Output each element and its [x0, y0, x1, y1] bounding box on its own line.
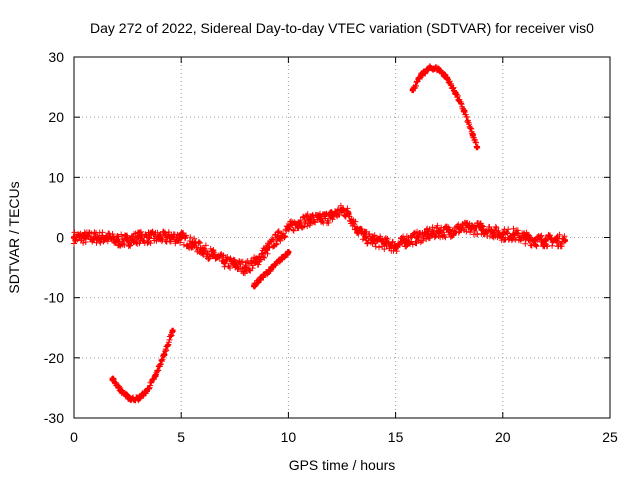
- data-point: [392, 243, 399, 250]
- data-point: [146, 234, 153, 241]
- x-axis-label: GPS time / hours: [289, 457, 396, 473]
- data-point: [478, 225, 485, 232]
- chart-title: Day 272 of 2022, Sidereal Day-to-day VTE…: [90, 20, 594, 36]
- series-lower-arc: [109, 327, 176, 404]
- data-point: [456, 225, 463, 232]
- data-point: [135, 395, 142, 402]
- y-tick-label: -10: [44, 290, 64, 306]
- data-point: [109, 375, 116, 382]
- data-point: [561, 237, 568, 244]
- data-point: [231, 261, 238, 268]
- data-point: [274, 234, 281, 241]
- data-point: [381, 240, 388, 247]
- y-axis-label: SDTVAR / TECUs: [6, 181, 22, 293]
- data-point: [446, 228, 453, 235]
- grid: [74, 57, 610, 418]
- data-point: [435, 228, 442, 235]
- data-point: [221, 258, 228, 265]
- data-marks: [71, 63, 568, 404]
- series-segment-8-5-10-h: [251, 248, 292, 290]
- data-point: [317, 216, 324, 223]
- data-point: [306, 216, 313, 223]
- data-point: [339, 207, 345, 214]
- data-point: [285, 225, 292, 232]
- data-point: [469, 132, 476, 139]
- y-tick-label: -20: [44, 350, 64, 366]
- data-point: [371, 237, 378, 244]
- data-point: [156, 234, 163, 241]
- data-point: [259, 273, 266, 280]
- series-main-trace: [71, 202, 568, 277]
- data-point: [542, 237, 549, 244]
- ticks: 0 5 10 15 20 25 -30 -20 -10 0 10 20 30: [44, 49, 618, 445]
- data-point: [242, 264, 249, 271]
- data-point: [199, 246, 206, 253]
- data-point: [188, 240, 195, 247]
- data-point: [113, 237, 120, 244]
- data-point: [167, 234, 174, 241]
- y-tick-label: 30: [48, 49, 64, 65]
- data-point: [124, 237, 131, 244]
- data-point: [169, 327, 176, 334]
- data-point: [268, 265, 275, 272]
- data-point: [424, 231, 431, 238]
- data-point: [403, 237, 410, 244]
- data-point: [499, 231, 506, 238]
- data-point: [118, 387, 125, 394]
- data-point: [143, 387, 150, 394]
- data-point: [152, 372, 159, 379]
- y-tick-label: -30: [44, 410, 64, 426]
- data-point: [531, 237, 538, 244]
- data-point: [474, 144, 481, 151]
- data-point: [296, 219, 303, 226]
- y-tick-label: 0: [56, 230, 64, 246]
- data-point: [553, 237, 560, 244]
- data-point: [467, 225, 474, 232]
- data-point: [426, 64, 433, 71]
- data-point: [161, 351, 168, 358]
- data-point: [135, 234, 142, 241]
- data-point: [263, 246, 270, 253]
- data-point: [345, 210, 352, 217]
- data-point: [210, 252, 217, 259]
- data-point: [285, 248, 292, 255]
- data-point: [444, 75, 451, 82]
- y-tick-label: 10: [48, 169, 64, 185]
- data-point: [276, 257, 283, 264]
- data-point: [71, 234, 77, 241]
- data-point: [521, 234, 528, 241]
- data-point: [328, 213, 335, 220]
- data-point: [362, 234, 369, 241]
- data-point-markers: [71, 202, 568, 277]
- data-point: [103, 234, 110, 241]
- data-point: [409, 87, 416, 94]
- data-point: [126, 395, 133, 402]
- data-point-markers: [109, 329, 176, 404]
- y-tick-label: 20: [48, 109, 64, 125]
- data-point: [92, 234, 99, 241]
- x-tick-label: 5: [177, 429, 185, 445]
- data-point: [510, 231, 517, 238]
- data-point: [461, 108, 468, 115]
- data-point: [435, 66, 442, 73]
- data-point: [178, 234, 185, 241]
- data-point: [414, 234, 421, 241]
- data-point: [354, 225, 361, 232]
- data-point: [81, 234, 88, 241]
- data-point: [251, 282, 258, 289]
- series-upper-arc: [409, 63, 481, 151]
- x-tick-label: 20: [495, 429, 511, 445]
- data-point: [489, 228, 496, 235]
- x-tick-label: 15: [388, 429, 404, 445]
- data-point: [452, 90, 459, 97]
- x-tick-label: 0: [70, 429, 78, 445]
- x-tick-label: 25: [602, 429, 618, 445]
- data-point: [418, 72, 425, 79]
- x-tick-label: 10: [281, 429, 297, 445]
- data-point: [253, 258, 260, 265]
